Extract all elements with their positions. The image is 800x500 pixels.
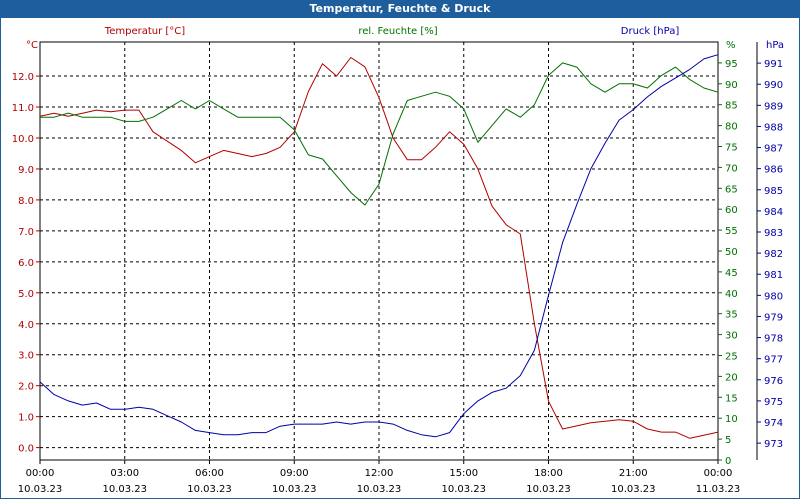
window-title: Temperatur, Feuchte & Druck [0,0,800,18]
humidity-tick-label: 65 [725,184,738,195]
humidity-tick-label: 35 [725,310,738,321]
pressure-tick-label: 988 [764,122,783,133]
x-tick-date: 10.03.23 [357,484,402,495]
x-tick-date: 10.03.23 [611,484,656,495]
temp-tick-label: 1.0 [18,413,34,424]
temp-tick-label: 9.0 [18,165,34,176]
pressure-tick-label: 987 [764,144,783,155]
series-line-press [39,54,719,438]
x-tick-time: 00:00 [704,468,733,479]
x-tick-time: 21:00 [619,468,648,479]
pressure-tick-label: 989 [764,101,783,112]
humidity-tick-label: 0 [725,456,731,467]
x-tick-time: 03:00 [110,468,139,479]
humidity-tick-label: 25 [725,352,738,363]
series-line-temp [39,57,719,439]
tick-layer: 00:00 10.03.23 03:00 10.03.23 06:00 10.03.23 0… [12,59,783,495]
pressure-tick-label: 982 [764,249,783,260]
x-tick-time: 06:00 [195,468,224,479]
pressure-tick-label: 984 [764,207,783,218]
pressure-tick-label: 973 [764,439,783,450]
temp-tick-label: 5.0 [18,289,34,300]
grid [40,42,718,460]
humidity-tick-label: 90 [725,80,738,91]
pressure-tick-label: 981 [764,270,783,281]
series-layer [39,54,719,439]
temp-tick-label: 10.0 [12,134,34,145]
x-tick-date: 10.03.23 [102,484,147,495]
humidity-tick-label: 95 [725,59,738,70]
pressure-unit-label: hPa [766,40,784,51]
x-tick-date: 11.03.23 [696,484,741,495]
humidity-tick-label: 70 [725,163,738,174]
pressure-tick-label: 979 [764,312,783,323]
pressure-tick-label: 975 [764,397,783,408]
humidity-tick-label: 10 [725,414,738,425]
pressure-tick-label: 974 [764,418,783,429]
temp-tick-label: 2.0 [18,382,34,393]
x-tick-time: 00:00 [26,468,55,479]
series-line-hum [40,62,719,206]
temp-axis-title: Temperatur [°C] [104,26,185,37]
x-tick-time: 09:00 [280,468,309,479]
temp-tick-label: 6.0 [18,258,34,269]
humidity-tick-label: 40 [725,289,738,300]
pressure-tick-label: 990 [764,80,783,91]
x-tick-time: 15:00 [449,468,478,479]
pressure-tick-label: 980 [764,291,783,302]
humidity-tick-label: 45 [725,268,738,279]
humidity-tick-label: 15 [725,393,738,404]
temp-tick-label: 12.0 [12,72,34,83]
x-tick-date: 10.03.23 [441,484,486,495]
temp-unit-label: °C [26,40,38,51]
pressure-tick-label: 976 [764,376,783,387]
pressure-tick-label: 977 [764,355,783,366]
temp-tick-label: 8.0 [18,196,34,207]
temp-tick-label: 7.0 [18,227,34,238]
pressure-tick-label: 983 [764,228,783,239]
humidity-tick-label: 85 [725,101,738,112]
humidity-tick-label: 75 [725,143,738,154]
temp-tick-label: 0.0 [18,444,34,455]
temp-tick-label: 3.0 [18,351,34,362]
humidity-tick-label: 60 [725,205,738,216]
humidity-unit-label: % [726,40,736,51]
pressure-axis-title: Druck [hPa] [621,26,680,37]
x-tick-time: 18:00 [534,468,563,479]
x-tick-date: 10.03.23 [526,484,571,495]
humidity-tick-label: 5 [725,435,731,446]
humidity-tick-label: 80 [725,122,738,133]
pressure-tick-label: 986 [764,165,783,176]
x-tick-date: 10.03.23 [272,484,317,495]
humidity-tick-label: 30 [725,331,738,342]
temp-tick-label: 4.0 [18,320,34,331]
humidity-axis-title: rel. Feuchte [%] [358,26,437,37]
humidity-tick-label: 55 [725,226,738,237]
x-tick-date: 10.03.23 [187,484,232,495]
pressure-tick-label: 985 [764,186,783,197]
x-tick-date: 10.03.23 [18,484,63,495]
pressure-tick-label: 991 [764,59,783,70]
humidity-tick-label: 50 [725,247,738,258]
x-tick-time: 12:00 [365,468,394,479]
pressure-tick-label: 978 [764,334,783,345]
humidity-tick-label: 20 [725,372,738,383]
temp-tick-label: 11.0 [12,103,34,114]
